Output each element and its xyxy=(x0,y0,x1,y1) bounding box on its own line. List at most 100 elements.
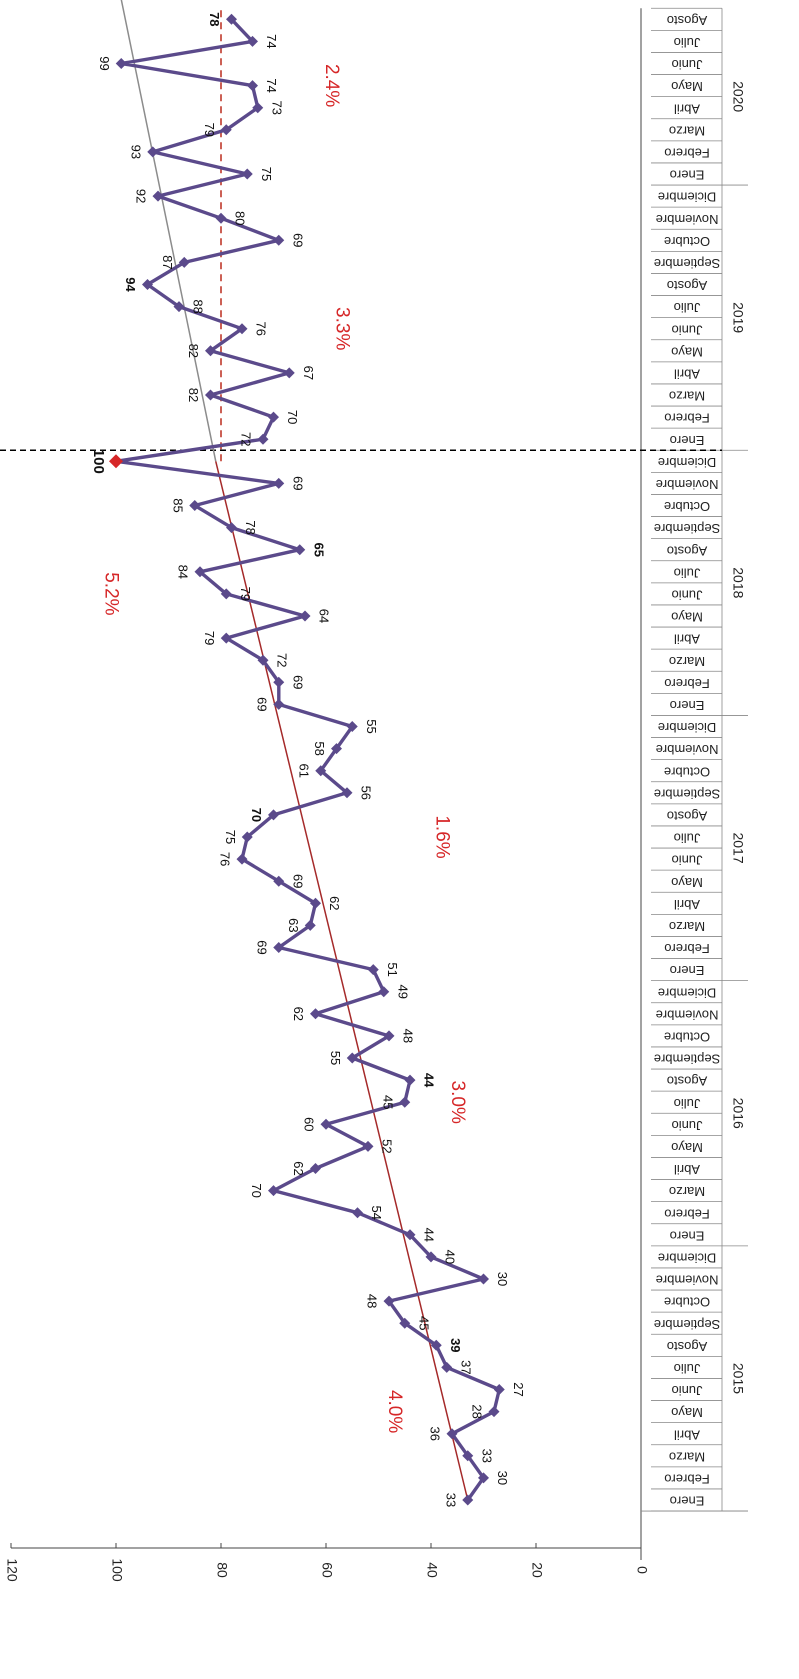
data-marker xyxy=(399,1096,411,1108)
data-marker xyxy=(241,168,253,180)
data-marker xyxy=(241,831,253,843)
data-label: 39 xyxy=(448,1338,463,1352)
data-label: 69 xyxy=(254,697,269,711)
data-label: 37 xyxy=(458,1360,473,1374)
data-label: 62 xyxy=(327,896,342,910)
month-label: Septiembre xyxy=(654,256,720,271)
data-marker xyxy=(383,1030,395,1042)
peak-marker xyxy=(109,454,123,469)
data-marker xyxy=(220,588,232,600)
data-label: 48 xyxy=(401,1029,416,1043)
data-label: 79 xyxy=(202,123,217,137)
category-axis: Enero Febrero Marzo Abril Mayo Junio Julio Agos… xyxy=(641,7,748,1512)
month-label: Mayo xyxy=(671,1140,703,1155)
data-marker xyxy=(220,124,232,136)
month-label: Abril xyxy=(674,1427,700,1442)
data-marker xyxy=(173,301,185,313)
data-marker xyxy=(310,1008,321,1020)
month-label: Diciembre xyxy=(658,1250,717,1265)
data-label: 49 xyxy=(395,984,410,998)
data-label: 44 xyxy=(422,1228,437,1242)
month-label: Febrero xyxy=(664,1206,710,1221)
value-tick-label: 20 xyxy=(529,1562,545,1578)
month-label: Mayo xyxy=(671,79,703,94)
data-marker xyxy=(247,35,258,47)
data-label: 75 xyxy=(259,167,274,181)
month-label: Junio xyxy=(671,57,702,72)
month-label: Septiembre xyxy=(654,1052,720,1067)
data-label: 99 xyxy=(97,56,112,70)
data-marker xyxy=(310,1163,321,1174)
month-label: Marzo xyxy=(669,919,705,934)
data-marker xyxy=(147,146,159,158)
month-label: Marzo xyxy=(669,654,705,669)
month-label: Febrero xyxy=(664,411,710,426)
value-tick-label: 80 xyxy=(214,1562,230,1578)
month-label: Enero xyxy=(670,1228,705,1243)
data-label: 78 xyxy=(243,520,258,534)
data-marker xyxy=(189,500,201,511)
month-label: Julio xyxy=(674,1361,701,1376)
data-marker xyxy=(478,1273,489,1285)
data-label: 36 xyxy=(428,1426,443,1440)
month-label: Diciembre xyxy=(658,720,717,735)
growth-rate-label: 3.0% xyxy=(447,1081,468,1124)
month-label: Agosto xyxy=(667,13,707,28)
data-marker xyxy=(273,234,285,246)
month-label: Julio xyxy=(674,1096,701,1111)
month-label: Marzo xyxy=(669,389,705,404)
month-label: Agosto xyxy=(667,808,707,823)
year-label: 2015 xyxy=(730,1363,746,1394)
data-label: 62 xyxy=(291,1161,306,1175)
data-label: 45 xyxy=(380,1095,395,1109)
data-marker xyxy=(215,212,227,224)
data-label: 55 xyxy=(328,1051,343,1065)
data-label: 40 xyxy=(443,1250,458,1264)
data-label: 69 xyxy=(290,874,305,888)
data-label: 33 xyxy=(479,1449,494,1463)
month-label: Marzo xyxy=(669,1184,705,1199)
month-label: Febrero xyxy=(664,1471,710,1486)
month-label: Octubre xyxy=(664,499,710,514)
data-marker xyxy=(273,477,285,489)
data-marker xyxy=(220,632,232,644)
data-label: 69 xyxy=(290,476,305,490)
month-label: Octubre xyxy=(664,764,710,779)
data-marker xyxy=(247,80,258,92)
growth-rate-label: 5.2% xyxy=(101,572,122,615)
month-label: Octubre xyxy=(664,1029,710,1044)
data-label: 70 xyxy=(249,1183,264,1197)
data-marker xyxy=(273,875,285,887)
data-marker xyxy=(346,1052,358,1064)
data-marker xyxy=(273,676,285,688)
month-label: Junio xyxy=(671,322,702,337)
year-label: 2017 xyxy=(730,832,746,863)
month-label: Noviembre xyxy=(656,212,719,227)
data-marker xyxy=(478,1472,489,1484)
data-marker xyxy=(430,1339,442,1351)
growth-rate-label: 1.6% xyxy=(431,815,452,858)
data-label: 48 xyxy=(365,1294,380,1308)
year-label: 2020 xyxy=(730,81,746,112)
month-label: Septiembre xyxy=(654,521,720,536)
month-label: Julio xyxy=(674,300,701,315)
data-marker xyxy=(226,522,237,534)
data-marker xyxy=(304,919,316,931)
data-label: 51 xyxy=(385,962,400,976)
data-label: 70 xyxy=(249,808,264,822)
data-label: 65 xyxy=(311,542,326,556)
data-label: 45 xyxy=(416,1316,431,1330)
value-tick-label: 40 xyxy=(424,1562,440,1578)
data-label: 87 xyxy=(160,255,175,269)
data-marker xyxy=(352,1207,363,1219)
month-label: Diciembre xyxy=(658,455,717,470)
data-label: 69 xyxy=(290,675,305,689)
month-label: Noviembre xyxy=(656,742,719,757)
month-label: Abril xyxy=(674,101,700,116)
month-label: Agosto xyxy=(667,1074,707,1089)
data-marker xyxy=(383,1295,395,1307)
data-label: 88 xyxy=(191,299,206,313)
data-marker xyxy=(283,367,295,379)
data-marker xyxy=(493,1384,505,1395)
data-marker xyxy=(404,1074,416,1086)
